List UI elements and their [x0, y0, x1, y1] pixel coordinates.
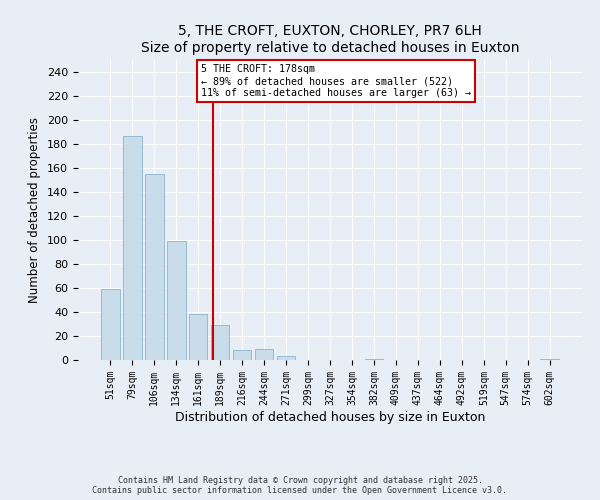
Bar	[189, 314, 208, 360]
Bar	[277, 356, 295, 360]
Bar	[365, 359, 383, 360]
Y-axis label: Number of detached properties: Number of detached properties	[28, 117, 41, 303]
Text: Contains HM Land Registry data © Crown copyright and database right 2025.
Contai: Contains HM Land Registry data © Crown c…	[92, 476, 508, 495]
Bar	[101, 289, 119, 360]
Title: 5, THE CROFT, EUXTON, CHORLEY, PR7 6LH
Size of property relative to detached hou: 5, THE CROFT, EUXTON, CHORLEY, PR7 6LH S…	[141, 24, 519, 54]
X-axis label: Distribution of detached houses by size in Euxton: Distribution of detached houses by size …	[175, 410, 485, 424]
Text: 5 THE CROFT: 178sqm
← 89% of detached houses are smaller (522)
11% of semi-detac: 5 THE CROFT: 178sqm ← 89% of detached ho…	[202, 64, 472, 98]
Bar	[255, 349, 274, 360]
Bar	[167, 241, 185, 360]
Bar	[123, 136, 142, 360]
Bar	[211, 325, 229, 360]
Bar	[145, 174, 164, 360]
Bar	[233, 350, 251, 360]
Bar	[541, 359, 559, 360]
